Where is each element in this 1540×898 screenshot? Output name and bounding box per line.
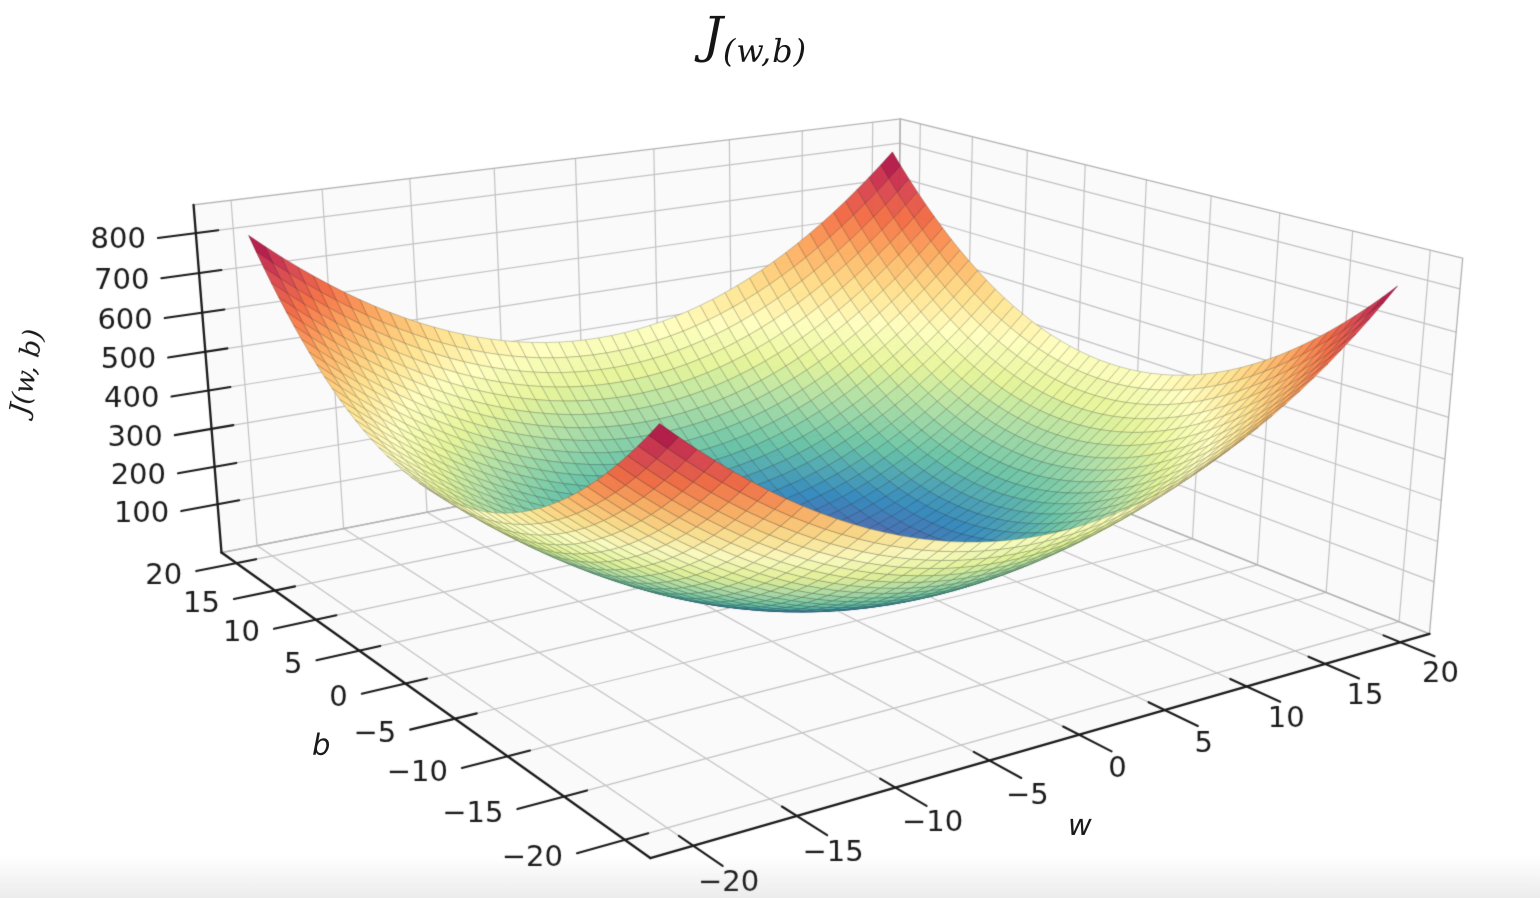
y-axis-label: b	[312, 728, 331, 762]
plot-title: J(w,b)	[702, 6, 807, 69]
x-axis-label: w	[1068, 808, 1092, 842]
plot-title-subscript: (w,b)	[722, 32, 808, 70]
plot-title-main: J	[702, 6, 723, 64]
